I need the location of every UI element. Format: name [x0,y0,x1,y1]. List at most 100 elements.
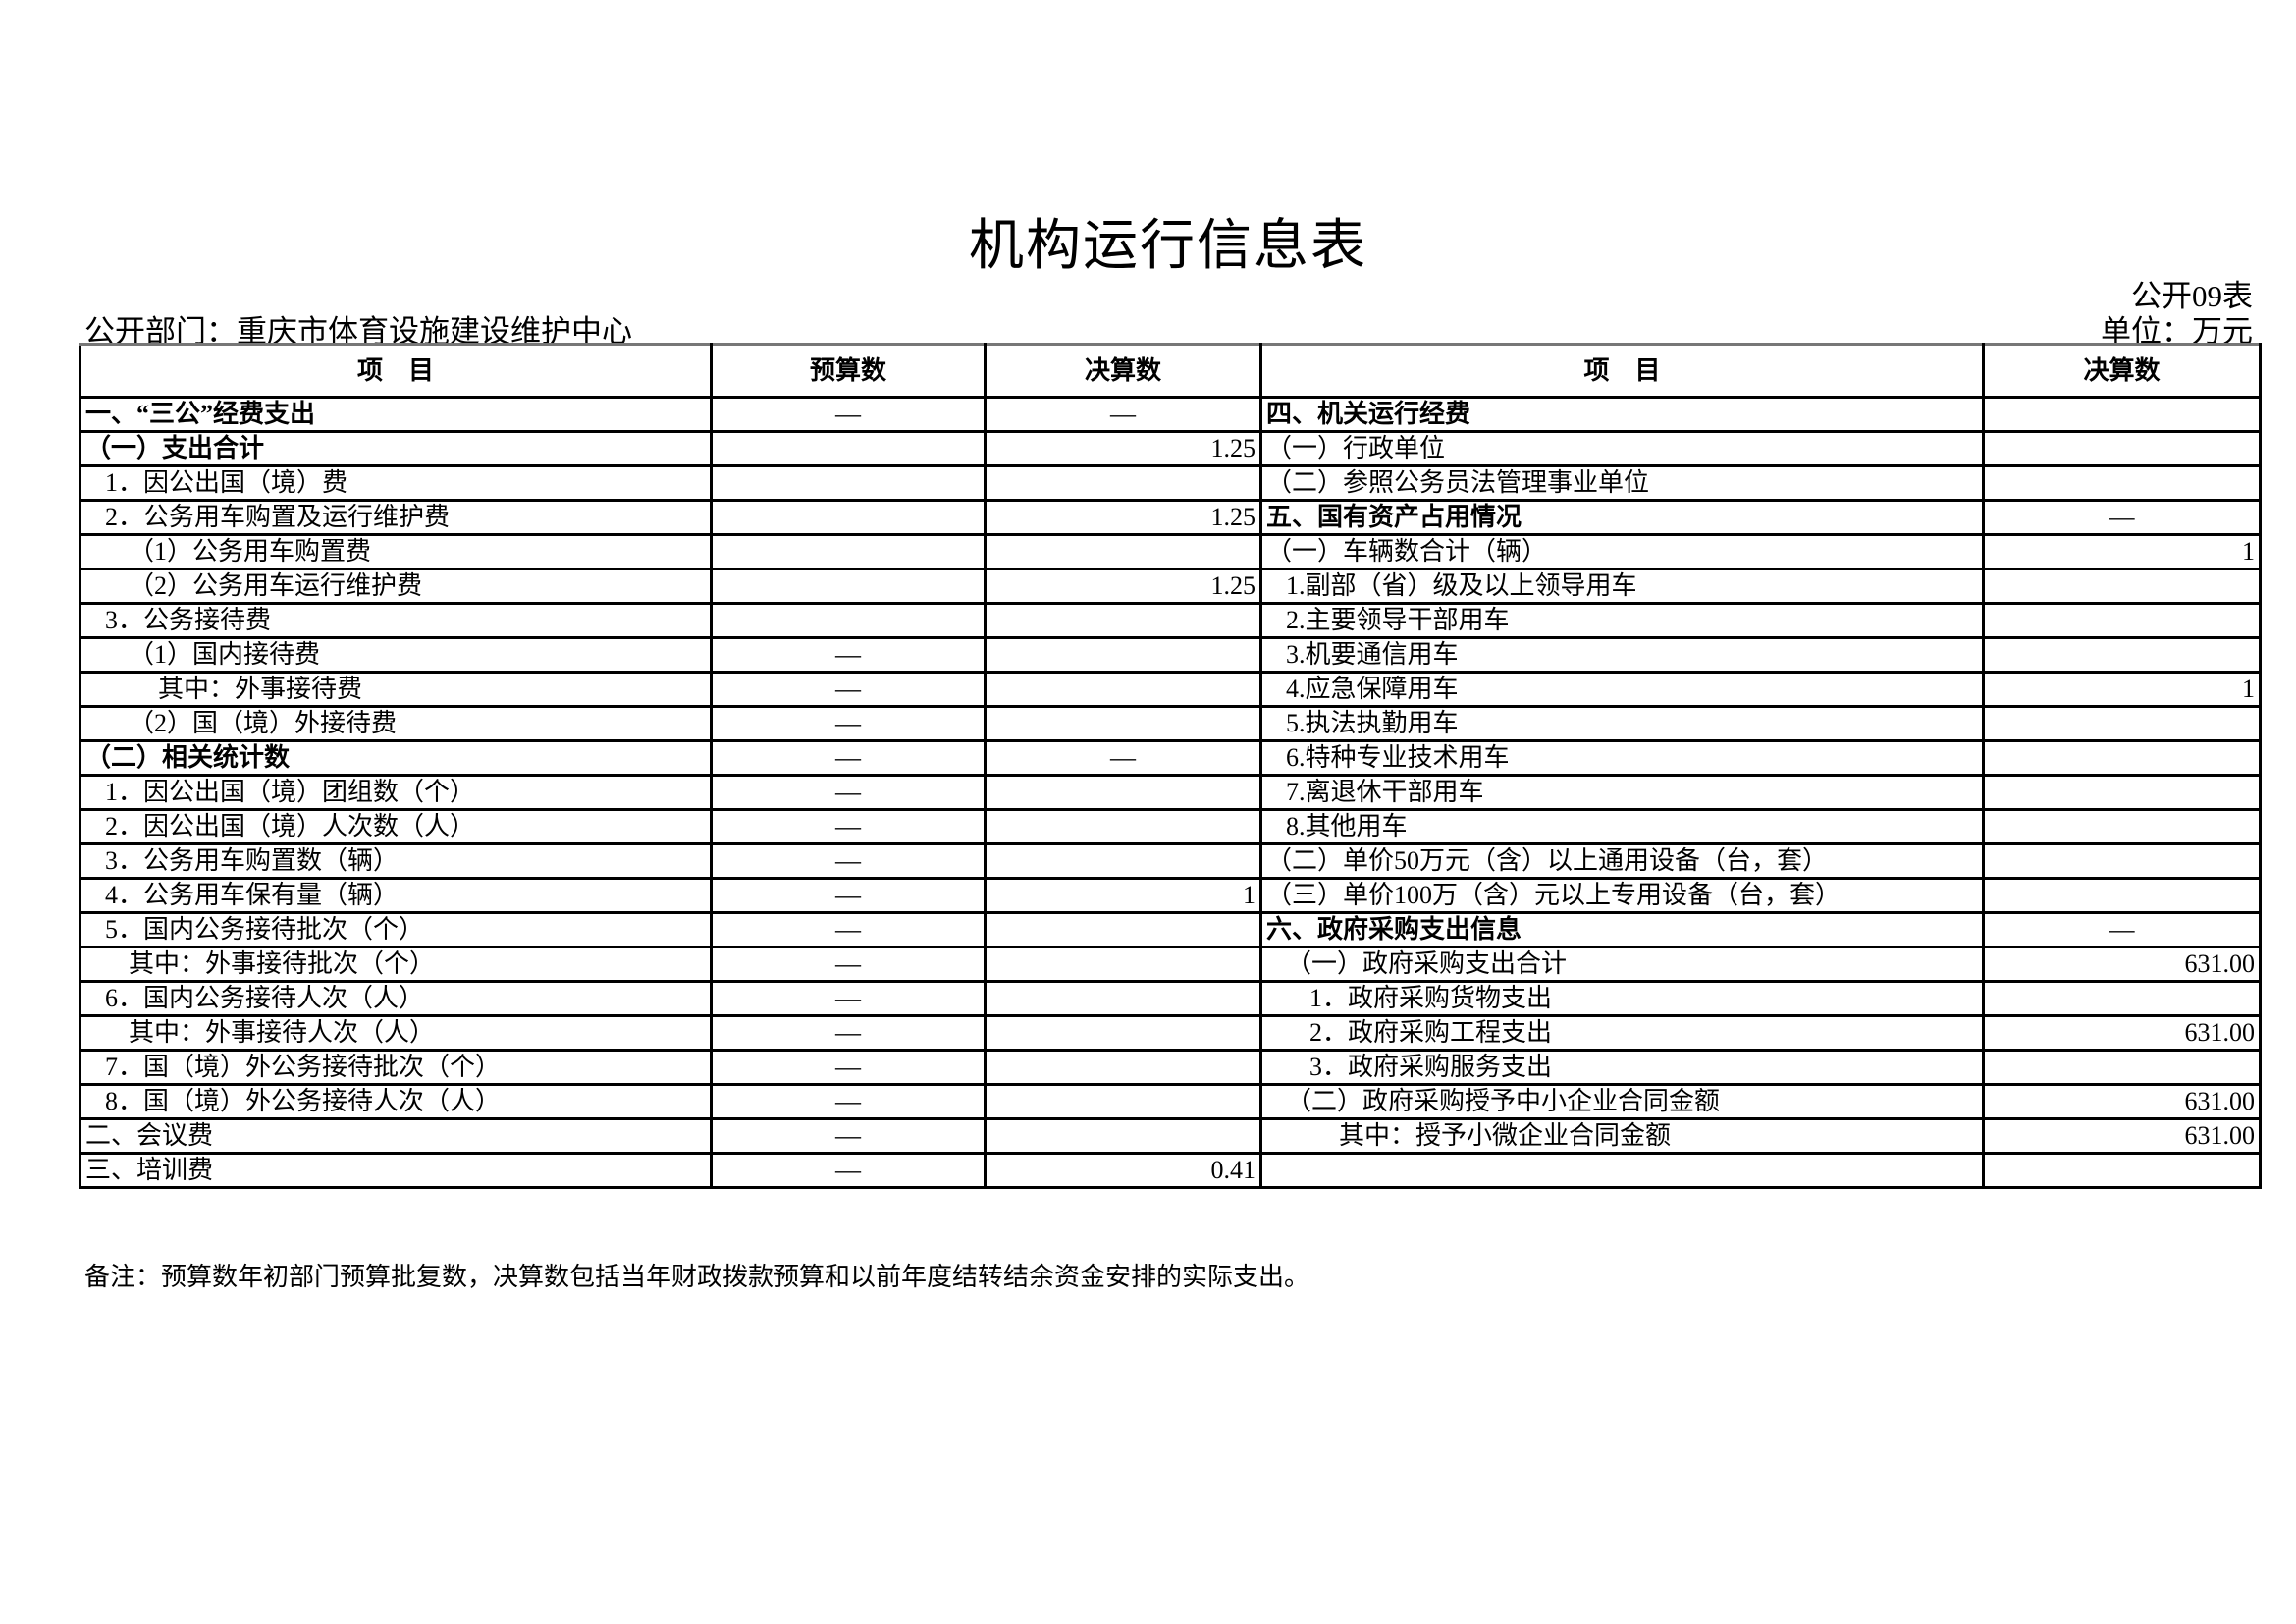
left-item-label: 一、“三公”经费支出 [79,396,713,433]
left-final-value [984,1049,1262,1086]
page-title: 机构运行信息表 [969,214,1367,278]
table-row: 2．因公出国（境）人次数（人） — 8.其他用车 [79,808,2262,845]
left-budget-value: — [710,1117,987,1155]
right-final-value: — [1982,911,2262,948]
right-final-value [1982,464,2262,502]
table-body: 一、“三公”经费支出 — — 四、机关运行经费 （一）支出合计 1.25 （一）行政单位 1．… [79,396,2262,1189]
right-item-label: （一）车辆数合计（辆） [1259,533,1985,570]
table-row: （2）国（境）外接待费 — 5.执法执勤用车 [79,705,2262,742]
left-budget-value: — [710,636,987,674]
left-budget-value: — [710,1083,987,1120]
left-budget-value [710,464,987,502]
table-row: 4．公务用车保有量（辆） —1 （三）单价100万（含）元以上专用设备（台，套） [79,877,2262,914]
left-item-label: 其中：外事接待人次（人） [79,1014,713,1052]
left-final-value [984,774,1262,811]
form-number: 公开09表 [2131,279,2253,313]
table-row: 二、会议费 — 其中：授予小微企业合同金额 631.00 [79,1117,2262,1155]
left-final-value [984,705,1262,742]
table-row: 其中：外事接待批次（个） — （一）政府采购支出合计 631.00 [79,946,2262,983]
left-budget-value [710,499,987,536]
left-budget-value: — [710,671,987,708]
right-item-label: 五、国有资产占用情况 [1259,499,1985,536]
left-item-label: 其中：外事接待费 [79,671,713,708]
left-item-label: 3．公务接待费 [79,602,713,639]
right-item-label: （一）行政单位 [1259,430,1985,467]
table-row: 3．公务用车购置数（辆） — （二）单价50万元（含）以上通用设备（台，套） [79,842,2262,880]
left-budget-value: — [710,808,987,845]
table-row: （1）国内接待费 — 3.机要通信用车 [79,636,2262,674]
left-final-value [984,1014,1262,1052]
left-budget-value [710,568,987,605]
left-final-value [984,946,1262,983]
left-item-label: 7．国（境）外公务接待批次（个） [79,1049,713,1086]
right-item-label: 3．政府采购服务支出 [1259,1049,1985,1086]
right-item-label: 4.应急保障用车 [1259,671,1985,708]
table-row: 2．公务用车购置及运行维护费 1.25 五、国有资产占用情况 — [79,499,2262,536]
right-final-value [1982,568,2262,605]
left-final-value: 1.25 [984,430,1262,467]
left-budget-value: — [710,1152,987,1189]
right-final-value [1982,842,2262,880]
left-item-label: （一）支出合计 [79,430,713,467]
table-row: 7．国（境）外公务接待批次（个） — 3．政府采购服务支出 [79,1049,2262,1086]
table-row: （二）相关统计数 — —6.特种专业技术用车 [79,739,2262,777]
right-final-value: 1 [1982,533,2262,570]
left-budget-value: — [710,705,987,742]
right-item-label: 6.特种专业技术用车 [1259,739,1985,777]
left-item-label: （二）相关统计数 [79,739,713,777]
left-final-value [984,911,1262,948]
left-budget-value: — [710,980,987,1017]
left-budget-value: — [710,396,987,433]
left-item-label: 8．国（境）外公务接待人次（人） [79,1083,713,1120]
left-item-label: 其中：外事接待批次（个） [79,946,713,983]
right-item-label: （一）政府采购支出合计 [1259,946,1985,983]
right-final-value [1982,774,2262,811]
institution-operation-table: 项 目 预算数 决算数 项 目 决算数 一、“三公”经费支出 — — 四、机关运行经费… [79,343,2262,1189]
left-item-label: 2．公务用车购置及运行维护费 [79,499,713,536]
table-row: 其中：外事接待费 — 4.应急保障用车 1 [79,671,2262,708]
right-item-label: 2．政府采购工程支出 [1259,1014,1985,1052]
table-row: 6．国内公务接待人次（人） — 1．政府采购货物支出 [79,980,2262,1017]
table-header-row: 项 目 预算数 决算数 项 目 决算数 [79,343,2262,399]
left-budget-value: — [710,911,987,948]
right-item-label: （三）单价100万（含）元以上专用设备（台，套） [1259,877,1985,914]
right-final-value [1982,739,2262,777]
right-item-label: 1．政府采购货物支出 [1259,980,1985,1017]
table-row: （1）公务用车购置费 （一）车辆数合计（辆） 1 [79,533,2262,570]
right-item-label [1259,1152,1985,1189]
left-budget-value: — [710,946,987,983]
header-final-left: 决算数 [984,343,1262,399]
right-final-value: 1 [1982,671,2262,708]
left-final-value: 1.25 [984,499,1262,536]
left-item-label: （2）公务用车运行维护费 [79,568,713,605]
right-final-value: — [1982,499,2262,536]
footnote: 备注：预算数年初部门预算批复数，决算数包括当年财政拨款预算和以前年度结转结余资金… [84,1263,1310,1291]
table-row: 3．公务接待费 2.主要领导干部用车 [79,602,2262,639]
right-item-label: （二）政府采购授予中小企业合同金额 [1259,1083,1985,1120]
left-final-value [984,1083,1262,1120]
right-final-value: 631.00 [1982,946,2262,983]
header-item-left: 项 目 [79,343,713,399]
left-final-value: — [984,739,1262,777]
left-item-label: 1．因公出国（境）团组数（个） [79,774,713,811]
right-item-label: 1.副部（省）级及以上领导用车 [1259,568,1985,605]
left-budget-value: — [710,1049,987,1086]
right-final-value [1982,877,2262,914]
left-item-label: 二、会议费 [79,1117,713,1155]
right-item-label: 六、政府采购支出信息 [1259,911,1985,948]
table-row: 三、培训费 —0.41 [79,1152,2262,1189]
left-budget-value: — [710,739,987,777]
right-final-value [1982,1049,2262,1086]
left-final-value [984,602,1262,639]
right-final-value: 631.00 [1982,1014,2262,1052]
right-item-label: 7.离退休干部用车 [1259,774,1985,811]
left-budget-value [710,533,987,570]
left-final-value [984,464,1262,502]
left-item-label: （1）公务用车购置费 [79,533,713,570]
department-label: 公开部门：重庆市体育设施建设维护中心 [84,314,632,349]
left-final-value [984,636,1262,674]
left-item-label: （1）国内接待费 [79,636,713,674]
header-final-right: 决算数 [1982,343,2262,399]
left-final-value: 0.41 [984,1152,1262,1189]
left-item-label: 三、培训费 [79,1152,713,1189]
